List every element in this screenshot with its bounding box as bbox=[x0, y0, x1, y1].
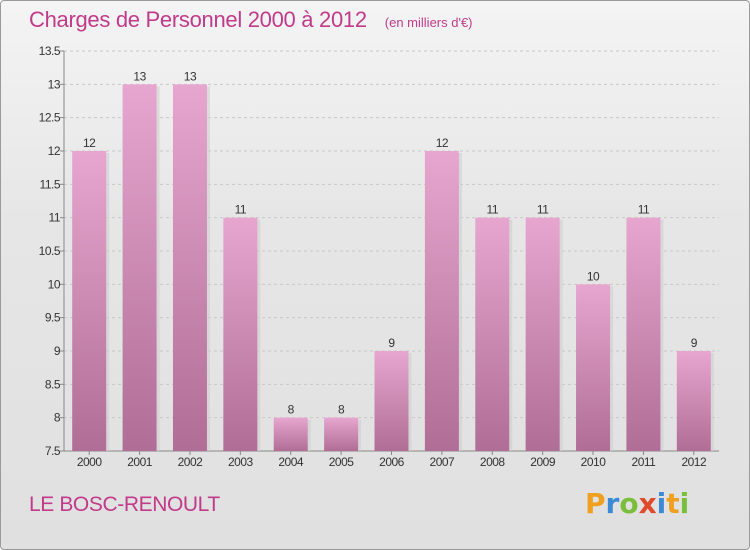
data-label: 12 bbox=[436, 136, 449, 150]
logo-letter: P bbox=[585, 487, 606, 520]
x-tick-label: 2007 bbox=[430, 455, 456, 469]
y-tick-label: 10 bbox=[48, 277, 61, 291]
x-tick-label: 2003 bbox=[228, 455, 254, 469]
logo-letter: r bbox=[605, 487, 620, 520]
chart-unit: (en milliers d'€) bbox=[384, 15, 473, 30]
data-label: 9 bbox=[388, 336, 395, 350]
x-tick-label: 2000 bbox=[77, 455, 103, 469]
logo-letter: t bbox=[666, 487, 680, 520]
bar bbox=[424, 151, 459, 451]
bar bbox=[475, 217, 510, 451]
y-tick-label: 8.5 bbox=[45, 377, 61, 391]
data-label: 13 bbox=[133, 69, 146, 83]
bar bbox=[374, 351, 409, 451]
x-tick-label: 2002 bbox=[178, 455, 204, 469]
y-tick-label: 11 bbox=[49, 211, 61, 225]
data-labels: 12 13 13 11 8 8 9 12 11 11 10 11 9 bbox=[83, 69, 698, 416]
y-tick-label: 7.5 bbox=[45, 444, 61, 458]
data-label: 8 bbox=[288, 403, 295, 417]
bar bbox=[525, 217, 560, 451]
logo-letter: o bbox=[619, 487, 639, 520]
x-tick-label: 2010 bbox=[581, 455, 607, 469]
bar bbox=[172, 84, 207, 451]
bar bbox=[273, 417, 308, 451]
logo-letter: i bbox=[679, 487, 690, 520]
bar bbox=[324, 417, 359, 451]
title-row: Charges de Personnel 2000 à 2012 (en mill… bbox=[29, 7, 473, 33]
x-tick-label: 2011 bbox=[632, 455, 657, 469]
chart-title: Charges de Personnel 2000 à 2012 bbox=[29, 7, 367, 32]
y-tick-label: 9 bbox=[54, 344, 61, 358]
y-tick-label: 12 bbox=[48, 144, 61, 158]
logo-letter: i bbox=[656, 487, 667, 520]
x-tick-label: 2004 bbox=[278, 455, 304, 469]
y-tick-label: 11.5 bbox=[40, 177, 61, 191]
data-label: 11 bbox=[487, 203, 499, 217]
x-tick-label: 2005 bbox=[329, 455, 355, 469]
data-label: 8 bbox=[338, 403, 345, 417]
y-tick-label: 10.5 bbox=[39, 244, 61, 258]
bars bbox=[72, 84, 714, 451]
data-label: 11 bbox=[235, 203, 247, 217]
bar bbox=[122, 84, 157, 451]
y-tick-label: 12.5 bbox=[39, 111, 61, 125]
x-tick-label: 2001 bbox=[127, 455, 153, 469]
proxiti-logo: Proxiti bbox=[585, 487, 689, 520]
bar bbox=[223, 217, 258, 451]
y-tick-label: 9.5 bbox=[45, 311, 61, 325]
data-label: 12 bbox=[83, 136, 96, 150]
y-tick-label: 8 bbox=[54, 411, 61, 425]
y-tick-label: 13 bbox=[48, 77, 61, 91]
x-tick-label: 2009 bbox=[530, 455, 556, 469]
bar bbox=[576, 284, 611, 451]
x-tick-label: 2008 bbox=[480, 455, 506, 469]
logo-letter: x bbox=[638, 487, 657, 520]
x-tick-label: 2006 bbox=[379, 455, 405, 469]
data-label: 11 bbox=[638, 203, 650, 217]
commune-name: LE BOSC-RENOULT bbox=[29, 493, 220, 516]
bar bbox=[72, 151, 107, 451]
data-label: 11 bbox=[537, 203, 549, 217]
data-label: 13 bbox=[184, 69, 197, 83]
bar bbox=[676, 351, 711, 451]
data-label: 9 bbox=[691, 336, 698, 350]
bar bbox=[626, 217, 661, 451]
y-tick-label: 13.5 bbox=[39, 44, 61, 58]
data-label: 10 bbox=[587, 269, 600, 283]
x-tick-label: 2012 bbox=[681, 455, 707, 469]
